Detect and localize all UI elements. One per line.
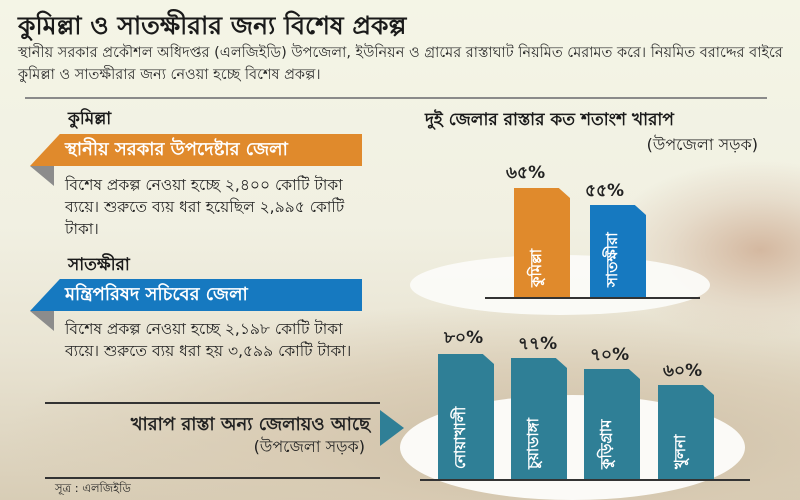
bar-value-label: ৬০% — [663, 361, 703, 381]
divider — [45, 402, 380, 404]
other-title: খারাপ রাস্তা অন্য জেলায়ও আছে — [130, 414, 370, 435]
chart-subtitle: (উপজেলা সড়ক) — [646, 135, 758, 154]
bar-value-label: ৬৫% — [506, 163, 546, 183]
chart-baseline — [485, 297, 700, 299]
other-districts-label: খারাপ রাস্তা অন্য জেলায়ও আছে (উপজেলা সড… — [45, 402, 380, 479]
bar-label: নোয়াখালী — [451, 406, 469, 469]
bar-label: চুয়াডাঙ্গা — [524, 418, 542, 469]
description-satkhira: বিশেষ প্রকল্প নেওয়া হচ্ছে ২,১৯৮ কোটি টা… — [65, 320, 352, 360]
district-name-comilla: কুমিল্লা — [68, 109, 112, 129]
bar-label: খুলনা — [671, 434, 689, 469]
description-comilla: বিশেষ প্রকল্প নেওয়া হচ্ছে ২,৪০০ কোটি টা… — [65, 176, 345, 238]
bar-noakhali: নোয়াখালী — [438, 354, 494, 479]
bar-label: কুড়িগ্রাম — [597, 419, 615, 469]
intro-text: স্থানীয় সরকার প্রকৌশল অধিদপ্তর (এলজিইডি… — [18, 45, 783, 83]
divider — [25, 97, 767, 99]
bar-value-label: ৭০% — [590, 345, 630, 365]
chart-other-districts: ৮০% নোয়াখালী ৭৭% চুয়াডাঙ্গা ৭০% কুড়িগ… — [438, 328, 728, 479]
chart-two-districts: ৬৫% কুমিল্লা ৫৫% সাতক্ষীরা — [500, 163, 650, 297]
other-subtitle: (উপজেলা সড়ক) — [253, 437, 365, 456]
district-name-satkhira: সাতক্ষীরা — [68, 255, 130, 275]
bar-chuadanga: চুয়াডাঙ্গা — [511, 358, 567, 479]
ribbon-fold — [30, 166, 54, 186]
source-note: সূত্র : এলজিইডি — [55, 481, 131, 495]
bar-value-label: ৭৭% — [518, 334, 558, 354]
chart-title: দুই জেলার রাস্তার কত শতাংশ খারাপ — [425, 110, 674, 130]
chart-baseline — [420, 479, 750, 481]
divider — [45, 477, 380, 479]
bar-label: কুমিল্লা — [527, 248, 545, 287]
ribbon-satkhira: মন্ত্রিপরিষদ সচিবের জেলা — [30, 279, 362, 311]
bar-satkhira: সাতক্ষীরা — [590, 205, 646, 297]
bar-value-label: ৫৫% — [585, 181, 625, 201]
bar-kurigram: কুড়িগ্রাম — [584, 369, 640, 479]
ribbon-comilla: স্থানীয় সরকার উপদেষ্টার জেলা — [30, 134, 362, 166]
bar-value-label: ৮০% — [444, 328, 484, 348]
bar-khulna: খুলনা — [658, 385, 714, 479]
bar-comilla: কুমিল্লা — [514, 188, 570, 297]
page-title: কুমিল্লা ও সাতক্ষীরার জন্য বিশেষ প্রকল্প — [18, 11, 407, 40]
bar-label: সাতক্ষীরা — [603, 232, 621, 287]
arrow-right-icon — [380, 410, 404, 446]
